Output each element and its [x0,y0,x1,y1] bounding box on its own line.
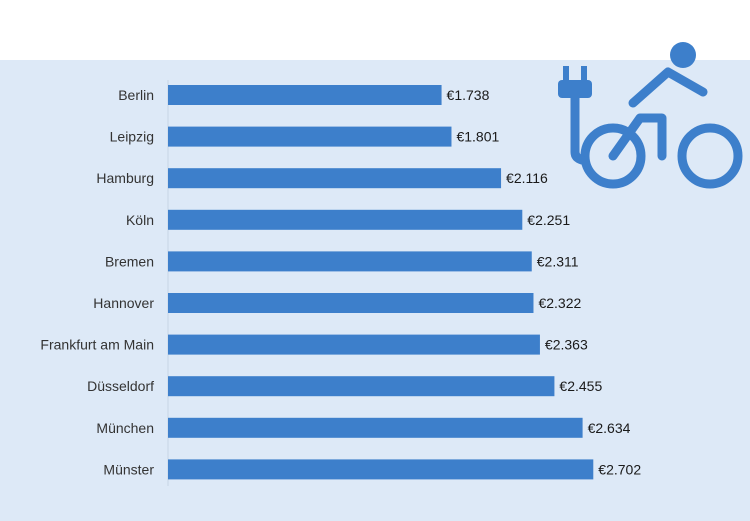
bar [168,209,523,230]
electric-bike-plug-icon [558,42,743,189]
bar [168,376,555,397]
category-label: Frankfurt am Main [40,337,154,353]
value-label: €2.311 [537,253,579,269]
bars-group: Berlin €1.738 Leipzig €1.801 Hamburg €2.116 Kö… [40,85,641,480]
bar [168,334,540,355]
bar [168,85,442,105]
category-label: Münster [103,461,154,477]
value-label: €1.738 [447,87,490,103]
bar [168,459,594,480]
category-label: Hannover [93,295,154,311]
category-label: München [96,420,154,436]
bar [168,168,502,189]
category-label: Köln [126,212,154,228]
value-label: €2.634 [588,420,631,436]
bar [168,417,583,438]
bar [168,293,534,313]
value-label: €1.801 [456,129,499,145]
category-label: Hamburg [96,170,154,186]
category-label: Düsseldorf [87,378,154,394]
category-label: Bremen [105,253,154,269]
value-label: €2.116 [506,170,548,186]
bar [168,251,532,272]
bar [168,126,452,147]
value-label: €2.702 [598,461,641,477]
value-label: €2.363 [545,337,588,353]
category-label: Leipzig [110,129,154,145]
category-label: Berlin [118,87,154,103]
value-label: €2.322 [538,295,581,311]
value-label: €2.455 [559,378,602,394]
value-label: €2.251 [527,212,570,228]
